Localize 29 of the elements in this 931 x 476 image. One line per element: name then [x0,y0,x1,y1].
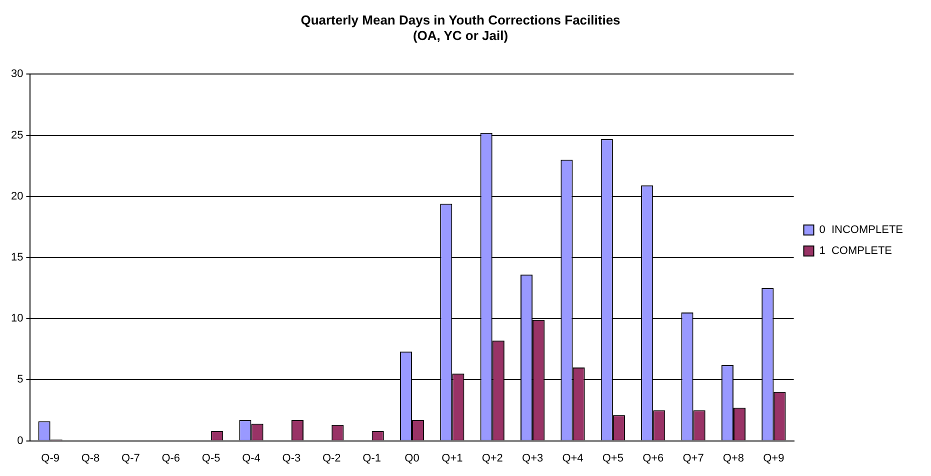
x-tick-label: Q+1 [442,452,463,464]
y-tick-label: 25 [10,129,24,142]
x-tick-label: Q-1 [362,452,381,464]
x-tick-label: Q-3 [282,452,301,464]
x-tick-label: Q+6 [642,452,664,464]
x-tick-label: Q-2 [322,452,341,464]
x-tick-label: Q-6 [162,452,180,464]
legend-label: 1 COMPLETE [819,245,892,258]
x-tick-label: Q+4 [562,452,584,464]
x-tick-label: Q+3 [522,452,544,464]
x-tick-label: Q-4 [242,452,260,464]
y-tick-label: 5 [17,374,24,386]
y-tick-label: 30 [10,68,24,80]
chart-title: Quarterly Mean Days in Youth Corrections Facilities (OA, YC or Jail) [300,12,620,43]
x-tick-label: Q-5 [202,452,220,464]
x-tick-label: Q+2 [482,452,503,464]
x-tick-label: Q-8 [81,452,100,464]
x-tick-label: Q+9 [763,452,784,464]
y-tick-label: 15 [10,252,24,264]
y-tick-label: 0 [17,434,24,447]
legend-label: 0 INCOMPLETE [819,224,904,236]
x-tick-label: Q+8 [722,452,744,464]
x-tick-label: Q-7 [122,452,140,464]
y-tick-label: 10 [10,312,24,325]
y-tick-label: 20 [10,190,24,202]
x-tick-label: Q+5 [602,452,624,464]
x-tick-label: Q-9 [41,452,60,464]
x-tick-label: Q+7 [682,452,704,464]
x-tick-label: Q0 [404,452,420,464]
